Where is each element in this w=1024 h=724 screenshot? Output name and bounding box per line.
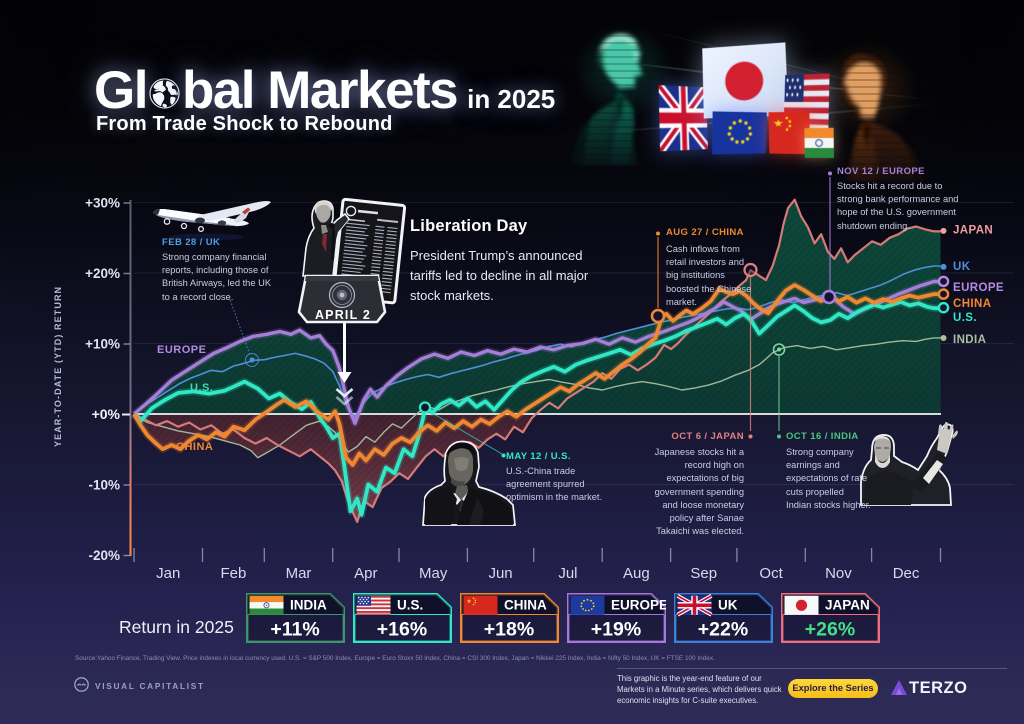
svg-text:Jun: Jun <box>488 565 512 582</box>
svg-text:+18%: +18% <box>484 619 534 641</box>
svg-text:JAPAN: JAPAN <box>825 598 870 613</box>
svg-text:CHINA: CHINA <box>504 598 547 613</box>
svg-text:Dec: Dec <box>893 565 920 582</box>
svg-text:Nov: Nov <box>825 565 852 582</box>
svg-text:CHINA: CHINA <box>953 298 991 310</box>
svg-text:Aug: Aug <box>623 565 650 582</box>
svg-text:-10%: -10% <box>88 478 120 493</box>
svg-text:APRIL 2: APRIL 2 <box>315 308 371 322</box>
svg-text:Jul: Jul <box>558 565 577 582</box>
svg-text:+0%: +0% <box>92 406 121 422</box>
svg-text:EUROPE: EUROPE <box>157 344 206 356</box>
svg-text:+19%: +19% <box>591 619 641 641</box>
svg-text:UK: UK <box>953 261 971 273</box>
svg-text:U.S.: U.S. <box>953 312 977 324</box>
svg-text:Apr: Apr <box>354 565 377 582</box>
svg-text:Mar: Mar <box>286 565 312 582</box>
svg-text:EUROPE: EUROPE <box>611 598 666 613</box>
svg-text:UK: UK <box>718 598 738 613</box>
svg-text:May: May <box>419 565 448 582</box>
svg-text:Feb: Feb <box>220 565 246 582</box>
svg-text:+26%: +26% <box>805 619 855 641</box>
svg-text:INDIA: INDIA <box>953 334 986 346</box>
svg-text:+10%: +10% <box>85 337 120 352</box>
svg-text:+20%: +20% <box>85 266 120 281</box>
svg-text:JAPAN: JAPAN <box>953 225 993 237</box>
svg-text:+30%: +30% <box>85 196 120 211</box>
svg-text:U.S.: U.S. <box>190 382 213 394</box>
svg-text:Sep: Sep <box>690 565 717 582</box>
svg-text:EUROPE: EUROPE <box>953 282 1004 294</box>
svg-text:INDIA: INDIA <box>290 598 327 613</box>
svg-text:CHINA: CHINA <box>176 441 213 453</box>
svg-text:+11%: +11% <box>270 619 319 641</box>
svg-text:-20%: -20% <box>88 548 120 563</box>
svg-text:Oct: Oct <box>759 565 783 582</box>
svg-text:+22%: +22% <box>698 619 748 641</box>
svg-text:U.S.: U.S. <box>397 598 423 613</box>
svg-text:+16%: +16% <box>377 619 427 641</box>
svg-text:Jan: Jan <box>156 565 180 582</box>
